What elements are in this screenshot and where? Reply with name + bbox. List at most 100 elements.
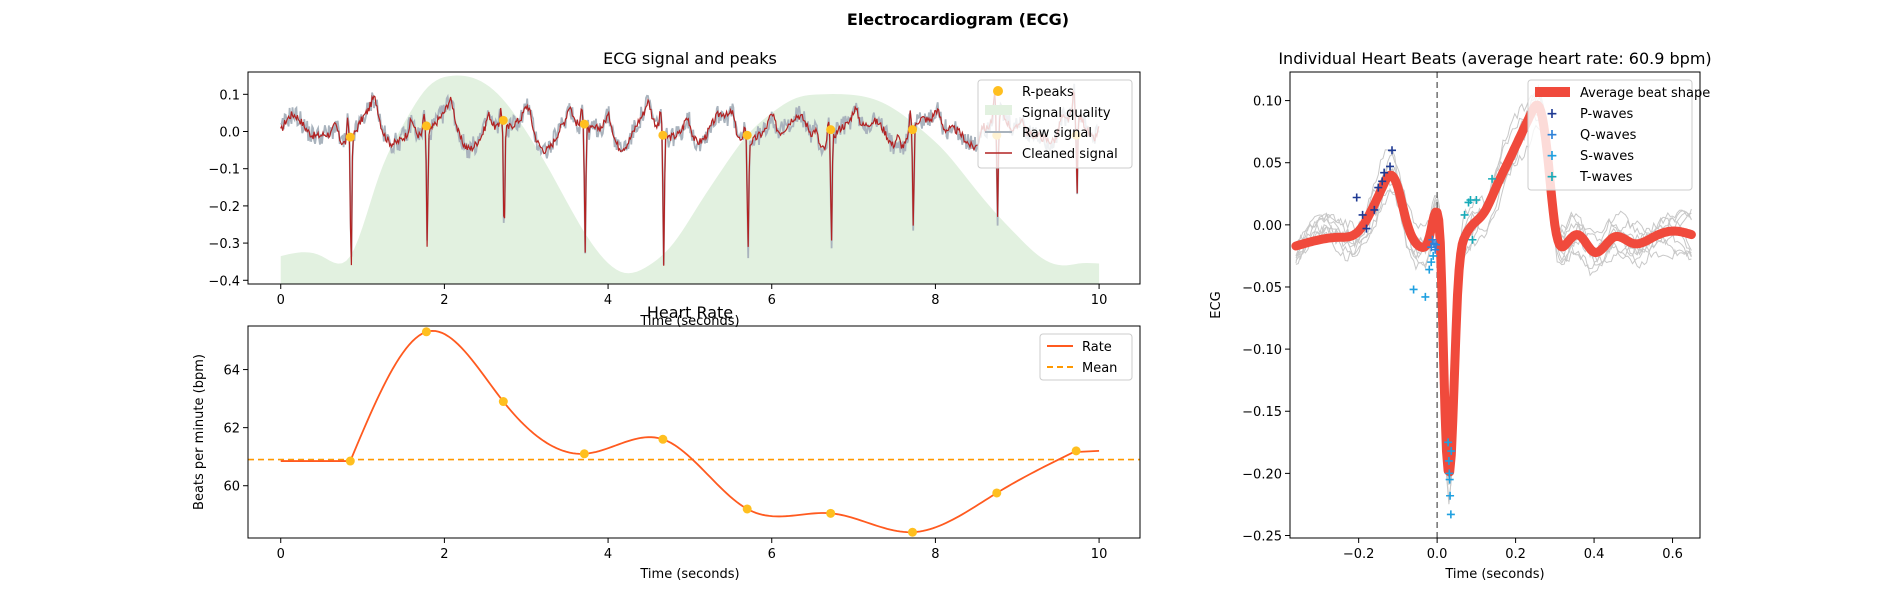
s-wave-marker bbox=[1409, 285, 1418, 294]
individual-beat-line bbox=[1295, 111, 1692, 439]
legend-t-waves-marker: + bbox=[1546, 169, 1558, 185]
heart-beats-ytick-label: −0.05 bbox=[1242, 281, 1282, 296]
figure-title: Electrocardiogram (ECG) bbox=[847, 10, 1069, 29]
average-beat-line bbox=[1291, 100, 1696, 477]
q-wave-marker bbox=[1428, 235, 1437, 244]
ecg-signal-ytick-label: −0.3 bbox=[208, 237, 240, 252]
heart-beats-ytick-label: −0.10 bbox=[1242, 343, 1282, 358]
rate-point bbox=[1071, 446, 1081, 456]
heart-beats-ytick-label: 0.00 bbox=[1253, 219, 1282, 234]
ecg-signal-panel: ECG signal and peaks 0 2 4 6 8 10 −0.4 −0.3 −0.2… bbox=[208, 49, 1141, 329]
ecg-signal-xtick-label: 0 bbox=[277, 293, 285, 308]
heart-beats-xtick-label: 0.6 bbox=[1662, 547, 1683, 562]
heart-rate-xtick-label: 8 bbox=[931, 547, 939, 562]
heart-beats-xlabel: Time (seconds) bbox=[1444, 567, 1544, 582]
heart-beats-axes: −0.2 0.0 0.2 0.4 0.6 −0.25 −0.20 −0.15 −0.10 −0.0… bbox=[1242, 95, 1683, 562]
ecg-signal-legend: R-peaks Signal quality Raw signal Cleane… bbox=[977, 79, 1133, 169]
legend-rate-label: Rate bbox=[1082, 340, 1112, 355]
legend-p-waves-marker: + bbox=[1546, 106, 1558, 122]
heart-beats-panel: Individual Heart Beats (average heart ra… bbox=[1209, 49, 1712, 582]
p-wave-marker bbox=[1386, 162, 1395, 171]
rate-point bbox=[907, 527, 917, 537]
rate-point bbox=[826, 508, 836, 518]
legend-signal-quality-swatch bbox=[985, 105, 1012, 115]
heart-beats-ytick-label: −0.25 bbox=[1242, 530, 1282, 545]
rate-point bbox=[992, 488, 1002, 498]
s-wave-marker bbox=[1427, 258, 1436, 267]
s-wave-marker bbox=[1445, 475, 1454, 484]
ecg-signal-xtick-label: 8 bbox=[931, 293, 939, 308]
heart-beats-ytick-label: −0.15 bbox=[1242, 405, 1282, 420]
legend-mean-label: Mean bbox=[1082, 361, 1117, 376]
rate-point bbox=[498, 397, 508, 407]
s-wave-marker bbox=[1446, 491, 1455, 500]
ecg-signal-ytick-label: 0.0 bbox=[219, 126, 240, 141]
s-wave-marker bbox=[1425, 265, 1434, 274]
heart-beats-plot-area bbox=[1291, 72, 1696, 538]
r-peak-point bbox=[826, 125, 836, 135]
signal-quality-area bbox=[280, 75, 1100, 285]
legend-p-waves-label: P-waves bbox=[1580, 107, 1634, 122]
heart-rate-xtick-label: 6 bbox=[768, 547, 776, 562]
ecg-signal-xtick-label: 4 bbox=[604, 293, 612, 308]
r-peak-point bbox=[345, 132, 355, 142]
p-wave-marker bbox=[1380, 168, 1389, 177]
r-peak-point bbox=[742, 130, 752, 140]
ecg-signal-ytick-label: 0.1 bbox=[219, 88, 240, 103]
cleaned-signal-line bbox=[280, 89, 1100, 266]
p-wave-marker bbox=[1370, 205, 1379, 214]
p-wave-marker bbox=[1388, 146, 1397, 155]
r-peak-point bbox=[498, 115, 508, 125]
ecg-signal-axes-frame bbox=[247, 71, 1141, 285]
legend-cleaned-signal-label: Cleaned signal bbox=[1022, 147, 1118, 162]
s-wave-marker bbox=[1444, 456, 1453, 465]
q-wave-marker bbox=[1431, 240, 1440, 249]
rate-point bbox=[579, 449, 589, 459]
legend-s-waves-marker: + bbox=[1546, 148, 1558, 164]
heart-rate-xtick-label: 10 bbox=[1091, 547, 1108, 562]
r-peak-point bbox=[658, 130, 668, 140]
rate-point bbox=[345, 456, 355, 466]
heart-rate-xtick-label: 2 bbox=[440, 547, 448, 562]
heart-rate-xlabel: Time (seconds) bbox=[639, 567, 739, 582]
heart-rate-ytick-label: 62 bbox=[223, 422, 240, 437]
p-wave-marker bbox=[1352, 193, 1361, 202]
heart-rate-axes: 0 2 4 6 8 10 60 62 64 bbox=[223, 364, 1107, 562]
rate-point bbox=[742, 504, 752, 514]
rate-point bbox=[658, 434, 668, 444]
s-wave-marker bbox=[1429, 251, 1438, 260]
ecg-signal-xtick-label: 6 bbox=[768, 293, 776, 308]
raw-signal-line bbox=[280, 83, 1100, 265]
heart-rate-xtick-label: 4 bbox=[604, 547, 612, 562]
ecg-signal-ytick-label: −0.1 bbox=[208, 163, 240, 178]
rate-point bbox=[421, 327, 431, 337]
heart-rate-title: Heart Rate bbox=[647, 303, 733, 322]
heart-beats-xtick-label: 0.4 bbox=[1584, 547, 1605, 562]
heart-rate-ytick-label: 60 bbox=[223, 480, 240, 495]
t-wave-marker bbox=[1468, 235, 1477, 244]
legend-s-waves-label: S-waves bbox=[1580, 149, 1634, 164]
r-peak-point bbox=[421, 121, 431, 131]
heart-rate-xtick-label: 0 bbox=[277, 547, 285, 562]
legend-signal-quality-label: Signal quality bbox=[1022, 106, 1111, 121]
heart-beats-xtick-label: −0.2 bbox=[1343, 547, 1375, 562]
legend-r-peaks-marker bbox=[993, 86, 1003, 96]
t-wave-marker bbox=[1472, 195, 1481, 204]
ecg-signal-xtick-label: 2 bbox=[440, 293, 448, 308]
t-wave-marker bbox=[1460, 210, 1469, 219]
heart-beats-axes-frame bbox=[1289, 71, 1701, 539]
p-wave-marker bbox=[1374, 183, 1383, 192]
t-wave-marker bbox=[1488, 174, 1497, 183]
heart-rate-ylabel: Beats per minute (bpm) bbox=[192, 354, 207, 510]
p-wave-marker bbox=[1358, 210, 1367, 219]
heart-beats-ytick-label: 0.10 bbox=[1253, 95, 1282, 110]
legend-r-peaks-label: R-peaks bbox=[1022, 85, 1074, 100]
legend-q-waves-marker: + bbox=[1546, 127, 1558, 143]
s-wave-marker bbox=[1446, 510, 1455, 519]
legend-average-beat-label: Average beat shape bbox=[1580, 86, 1710, 101]
heart-beats-xtick-label: 0.2 bbox=[1505, 547, 1526, 562]
ecg-signal-axes: 0 2 4 6 8 10 −0.4 −0.3 −0.2 −0.1 0.0 0.1 bbox=[208, 88, 1107, 308]
s-wave-marker bbox=[1444, 438, 1453, 447]
